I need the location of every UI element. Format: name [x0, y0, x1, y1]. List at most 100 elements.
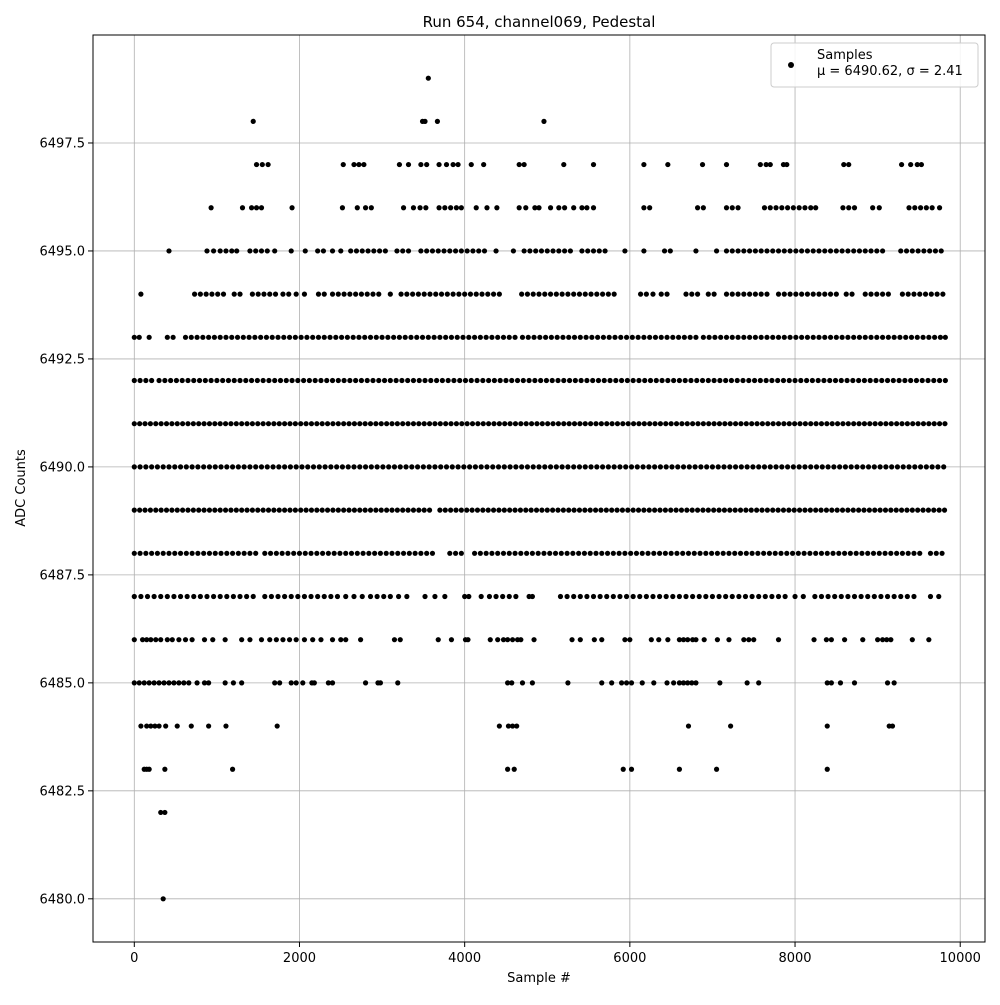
- data-point: [131, 421, 137, 427]
- data-point: [625, 507, 631, 513]
- data-point: [410, 205, 417, 211]
- data-point: [566, 507, 572, 513]
- data-point: [766, 550, 773, 556]
- data-point: [578, 377, 584, 384]
- data-point: [191, 593, 197, 600]
- data-point: [424, 161, 430, 168]
- data-point: [445, 377, 451, 384]
- data-points: [131, 75, 948, 902]
- data-point: [302, 550, 308, 556]
- data-point: [851, 421, 857, 427]
- data-point: [779, 205, 785, 211]
- data-point: [249, 507, 255, 513]
- data-point: [915, 248, 921, 254]
- data-point: [628, 464, 635, 470]
- data-point: [233, 507, 239, 513]
- data-point: [618, 334, 624, 340]
- data-point: [480, 377, 486, 384]
- data-point: [539, 421, 545, 427]
- data-point: [653, 377, 659, 384]
- data-point: [891, 680, 897, 686]
- data-point: [154, 464, 161, 470]
- data-point: [879, 377, 885, 384]
- data-point: [483, 334, 489, 340]
- data-point: [158, 593, 164, 600]
- data-point: [476, 248, 482, 254]
- data-point: [524, 550, 530, 556]
- data-point: [229, 334, 235, 340]
- data-point: [925, 377, 931, 384]
- data-point: [517, 507, 524, 513]
- data-point: [344, 334, 350, 340]
- data-point: [701, 637, 707, 643]
- data-point: [729, 291, 735, 297]
- data-point: [832, 377, 839, 384]
- data-point: [416, 377, 422, 384]
- data-point: [775, 593, 782, 600]
- data-point: [703, 550, 709, 556]
- data-point: [374, 593, 380, 600]
- data-point: [354, 550, 360, 556]
- data-point: [840, 205, 846, 211]
- data-point: [727, 507, 733, 513]
- data-point: [595, 377, 602, 384]
- data-point: [647, 421, 653, 427]
- data-point: [170, 334, 176, 340]
- data-point: [858, 593, 864, 600]
- data-point: [618, 680, 625, 686]
- data-point: [194, 680, 200, 686]
- data-point: [604, 550, 611, 556]
- y-tick-label: 6487.5: [40, 568, 86, 583]
- data-point: [229, 766, 236, 772]
- data-point: [356, 334, 362, 340]
- data-point: [898, 248, 904, 254]
- data-point: [925, 507, 932, 513]
- data-point: [394, 507, 400, 513]
- data-point: [166, 464, 172, 470]
- data-point: [442, 205, 448, 211]
- data-point: [756, 464, 762, 470]
- data-point: [854, 464, 860, 470]
- data-point: [339, 334, 345, 340]
- data-point: [378, 507, 384, 513]
- data-point: [347, 291, 353, 297]
- data-point: [790, 205, 796, 211]
- data-point: [490, 464, 496, 470]
- data-point: [676, 766, 683, 772]
- data-point: [204, 593, 210, 600]
- data-point: [716, 421, 723, 427]
- data-point: [162, 377, 168, 384]
- data-point: [286, 334, 293, 340]
- data-point: [884, 593, 891, 600]
- data-point: [237, 377, 243, 384]
- data-point: [509, 723, 516, 729]
- data-point: [728, 723, 734, 729]
- data-point: [648, 637, 654, 643]
- data-point: [668, 421, 674, 427]
- data-point: [337, 550, 343, 556]
- data-point: [518, 550, 524, 556]
- data-point: [234, 248, 240, 254]
- data-point: [529, 680, 535, 686]
- data-point: [523, 421, 529, 427]
- data-point: [784, 161, 790, 168]
- data-point: [146, 766, 152, 772]
- data-point: [343, 550, 349, 556]
- data-point: [557, 593, 564, 600]
- data-point: [424, 550, 430, 556]
- data-point: [267, 550, 274, 556]
- data-point: [623, 680, 630, 686]
- data-point: [870, 205, 876, 211]
- data-point: [837, 464, 843, 470]
- data-point: [641, 248, 647, 254]
- data-point: [583, 334, 589, 340]
- data-point: [341, 421, 347, 427]
- data-point: [797, 421, 803, 427]
- data-point: [512, 334, 518, 340]
- data-point: [538, 377, 544, 384]
- data-point: [579, 248, 585, 254]
- data-point: [846, 205, 852, 211]
- data-point: [856, 334, 863, 340]
- data-point: [565, 464, 571, 470]
